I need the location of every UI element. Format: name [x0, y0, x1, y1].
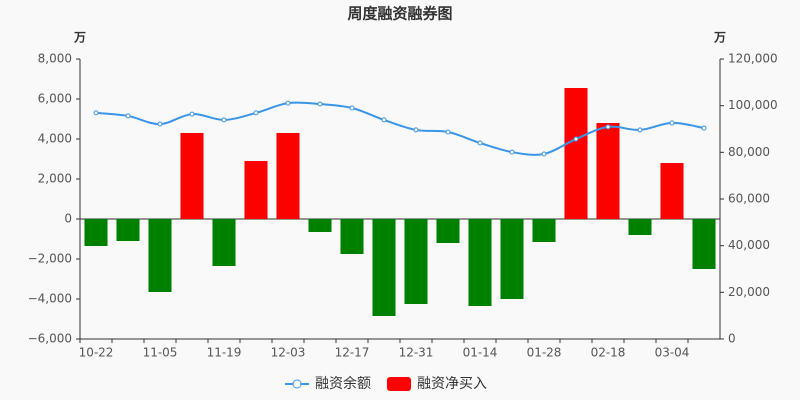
bar [500, 219, 524, 299]
y2-unit: 万 [713, 31, 726, 45]
line-point [125, 113, 131, 119]
x-tick-label: 11-05 [143, 346, 178, 360]
bar [468, 219, 492, 306]
y-tick-label: −6,000 [28, 332, 72, 346]
line-point [669, 120, 675, 126]
legend-label: 融资净买入 [417, 376, 487, 392]
x-tick-label: 01-14 [463, 346, 498, 360]
line-point [445, 129, 451, 135]
line-point [93, 110, 99, 116]
bar [596, 123, 620, 219]
line-point [285, 100, 291, 106]
y-unit: 万 [73, 31, 86, 45]
bar [212, 219, 236, 266]
x-tick-label: 02-18 [591, 346, 626, 360]
line-point [317, 101, 323, 107]
y2-tick-label: 100,000 [728, 98, 778, 112]
line-point [541, 151, 547, 157]
y2-tick-label: 20,000 [728, 285, 770, 299]
y-tick-label: 4,000 [38, 132, 72, 146]
line-point [509, 149, 515, 155]
line-point [349, 105, 355, 111]
y-tick-label: −2,000 [28, 252, 72, 266]
bar [436, 219, 460, 243]
line-point [573, 136, 579, 142]
x-tick-label: 11-19 [207, 346, 242, 360]
line-point [221, 117, 227, 123]
chart-title: 周度融资融券图 [347, 5, 452, 23]
y-tick-label: −4,000 [28, 292, 72, 306]
bar [404, 219, 428, 304]
bar [84, 219, 108, 246]
bar [180, 133, 204, 219]
bar [692, 219, 716, 269]
x-tick-label: 12-17 [335, 346, 370, 360]
line-point [477, 140, 483, 146]
bar [116, 219, 140, 241]
bar [628, 219, 652, 235]
bar [372, 219, 396, 316]
y2-tick-label: 0 [728, 332, 736, 346]
x-tick-label: 10-22 [79, 346, 114, 360]
bar [660, 163, 684, 219]
y-tick-label: 0 [64, 212, 72, 226]
x-tick-label: 12-03 [271, 346, 306, 360]
line-point [253, 110, 259, 116]
legend-label: 融资余额 [315, 375, 371, 392]
y2-tick-label: 80,000 [728, 145, 770, 159]
y2-tick-label: 120,000 [728, 52, 778, 66]
line-point [605, 124, 611, 130]
bar [532, 219, 556, 242]
y2-tick-label: 60,000 [728, 192, 770, 206]
line-point [413, 127, 419, 133]
x-tick-label: 03-04 [655, 346, 690, 360]
bar [148, 219, 172, 292]
y2-tick-label: 40,000 [728, 238, 770, 252]
bar [564, 88, 588, 219]
line-point [701, 125, 707, 131]
legend-marker [387, 377, 411, 391]
line-point [381, 117, 387, 123]
line-point [189, 111, 195, 117]
bar [340, 219, 364, 254]
x-tick-label: 01-28 [527, 346, 562, 360]
y-tick-label: 6,000 [38, 92, 72, 106]
line-point [157, 121, 163, 127]
bar [308, 219, 332, 232]
legend-marker [292, 379, 302, 389]
bar [244, 161, 268, 219]
y-tick-label: 2,000 [38, 172, 72, 186]
y-tick-label: 8,000 [38, 52, 72, 66]
line-point [637, 127, 643, 133]
bar [276, 133, 300, 219]
line [95, 101, 705, 156]
x-tick-label: 12-31 [399, 346, 434, 360]
